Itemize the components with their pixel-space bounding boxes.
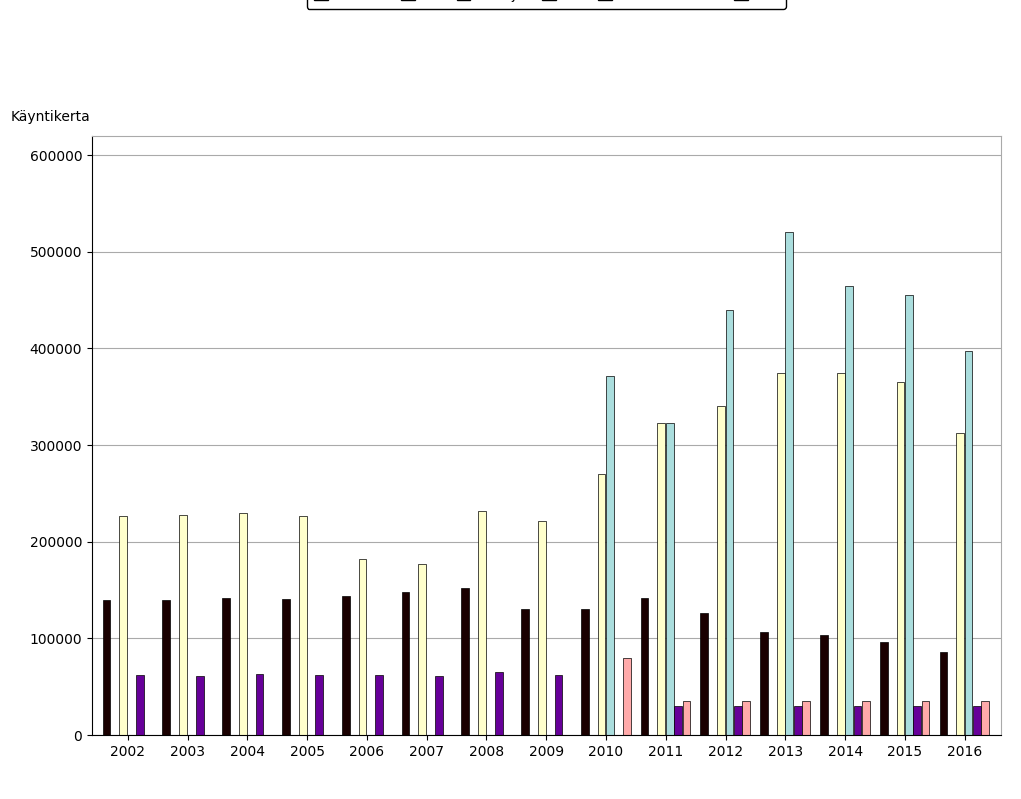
Bar: [419, 564, 426, 735]
Bar: [658, 423, 666, 735]
Bar: [862, 702, 870, 735]
Bar: [255, 674, 263, 735]
Bar: [761, 632, 768, 735]
Bar: [282, 598, 290, 735]
Bar: [597, 474, 605, 735]
Bar: [495, 672, 502, 735]
Bar: [793, 706, 801, 735]
Bar: [358, 559, 367, 735]
Bar: [162, 600, 171, 735]
Bar: [538, 520, 545, 735]
Bar: [119, 515, 128, 735]
Bar: [299, 515, 306, 735]
Bar: [965, 352, 972, 735]
Bar: [342, 596, 349, 735]
Bar: [606, 376, 614, 735]
Bar: [223, 598, 230, 735]
Bar: [641, 598, 648, 735]
Bar: [742, 702, 750, 735]
Bar: [717, 407, 725, 735]
Bar: [315, 675, 324, 735]
Bar: [478, 511, 486, 735]
Bar: [957, 432, 964, 735]
Bar: [521, 610, 529, 735]
Bar: [973, 706, 981, 735]
Legend: Lääkärit, YTA, Hoitajat, YTA, Hammashuolto, YTA: Lääkärit, YTA, Hoitajat, YTA, Hammashuol…: [306, 0, 786, 9]
Bar: [880, 642, 887, 735]
Bar: [196, 676, 203, 735]
Bar: [435, 676, 443, 735]
Bar: [837, 372, 844, 735]
Bar: [922, 702, 929, 735]
Bar: [845, 286, 853, 735]
Bar: [820, 634, 828, 735]
Bar: [666, 423, 674, 735]
Bar: [554, 675, 563, 735]
Bar: [700, 614, 709, 735]
Bar: [239, 513, 247, 735]
Bar: [179, 515, 187, 735]
Bar: [581, 610, 589, 735]
Bar: [623, 658, 631, 735]
Bar: [103, 600, 110, 735]
Bar: [136, 675, 144, 735]
Text: Käyntikerta: Käyntikerta: [10, 109, 90, 124]
Bar: [914, 706, 921, 735]
Bar: [905, 296, 913, 735]
Bar: [896, 382, 905, 735]
Bar: [777, 372, 785, 735]
Bar: [803, 702, 810, 735]
Bar: [682, 702, 690, 735]
Bar: [854, 706, 862, 735]
Bar: [376, 675, 383, 735]
Bar: [726, 310, 733, 735]
Bar: [674, 706, 682, 735]
Bar: [939, 652, 947, 735]
Bar: [981, 702, 989, 735]
Bar: [785, 233, 793, 735]
Bar: [401, 592, 409, 735]
Bar: [734, 706, 741, 735]
Bar: [461, 588, 469, 735]
